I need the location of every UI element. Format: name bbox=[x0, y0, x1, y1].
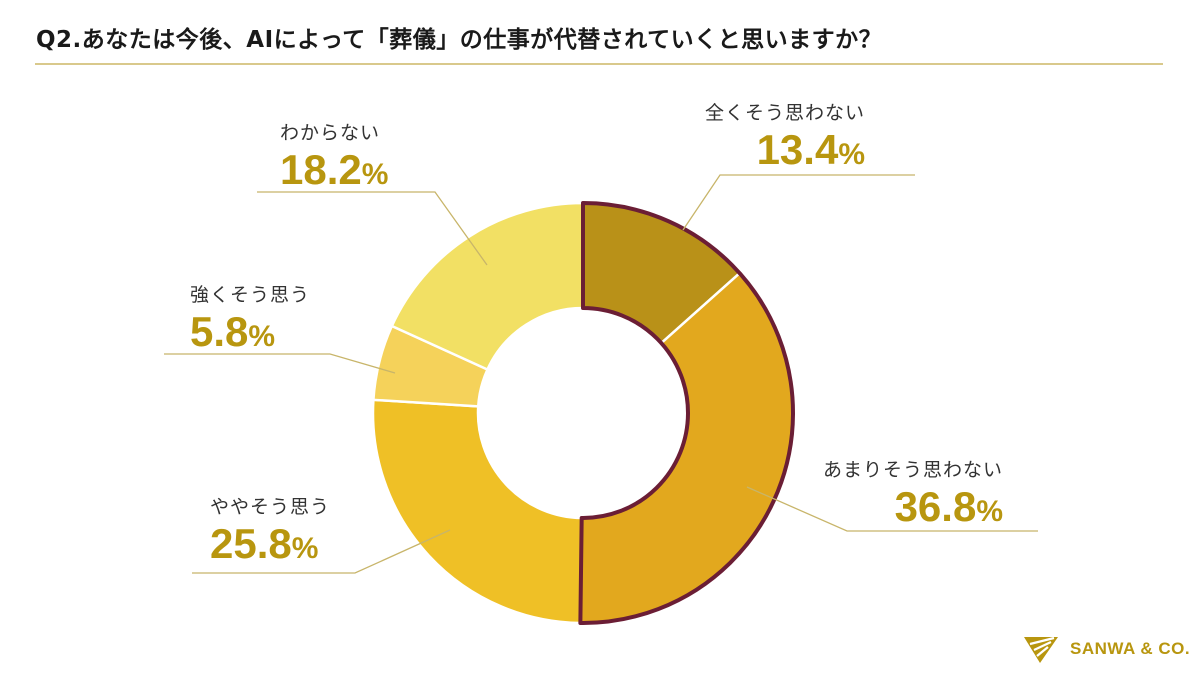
label-tsuyoku: 強くそう思う 5.8% bbox=[190, 280, 310, 353]
leader-lines bbox=[164, 174, 1038, 574]
leader-line-tsuyoku bbox=[164, 353, 396, 374]
brand-logo: SANWA & CO. bbox=[1024, 635, 1190, 663]
logo-text: SANWA & CO. bbox=[1070, 639, 1191, 658]
sanwa-logo-icon bbox=[1024, 636, 1058, 663]
label-zen: 全くそう思わない 13.4% bbox=[705, 98, 865, 171]
category-label: 全くそう思わない bbox=[705, 102, 866, 124]
donut-segment-amari bbox=[579, 271, 795, 625]
leader-line-yaya bbox=[192, 529, 451, 574]
value-label: 5.8% bbox=[190, 308, 276, 355]
category-label: わからない bbox=[280, 122, 381, 144]
value-label: 25.8% bbox=[210, 520, 319, 567]
highlight-outline bbox=[578, 201, 795, 625]
value-label: 13.4% bbox=[756, 126, 866, 173]
label-amari: あまりそう思わない 36.8% bbox=[823, 455, 1003, 528]
leader-line-zen bbox=[682, 174, 915, 231]
page-title: Q2.あなたは今後、AIによって「葬儀」の仕事が代替されていくと思いますか？ bbox=[36, 27, 883, 53]
leader-line-wakaranai bbox=[257, 191, 488, 266]
value-label: 18.2% bbox=[280, 146, 389, 193]
category-label: ややそう思う bbox=[210, 496, 331, 518]
leader-line-amari bbox=[746, 486, 1038, 532]
donut-segment-wakaranai bbox=[390, 201, 585, 372]
label-wakaranai: わからない 18.2% bbox=[280, 118, 388, 191]
label-yaya: ややそう思う 25.8% bbox=[210, 492, 330, 565]
category-label: あまりそう思わない bbox=[823, 459, 1004, 481]
category-label: 強くそう思う bbox=[190, 284, 311, 306]
donut-segment-yaya bbox=[371, 398, 583, 625]
title-divider bbox=[35, 63, 1163, 65]
donut-segments bbox=[371, 201, 795, 625]
value-label: 36.8% bbox=[894, 483, 1004, 530]
